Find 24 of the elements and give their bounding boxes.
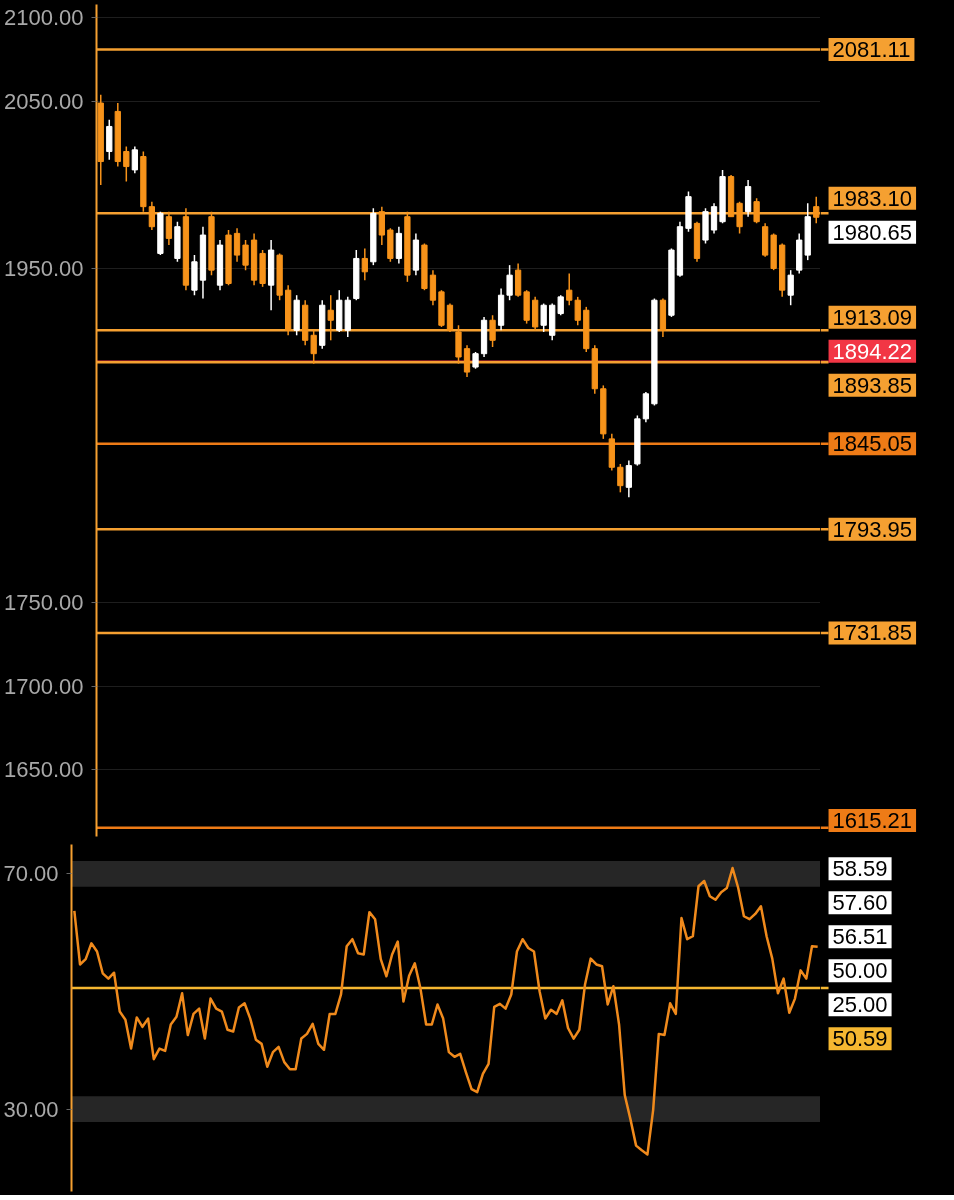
y-tick-label: 2050.00 — [3, 88, 84, 114]
y-tick-label: 1750.00 — [3, 590, 84, 616]
text: 56.51 — [832, 924, 888, 950]
y-tick-label: 1700.00 — [3, 673, 84, 699]
ref-line-label: 1893.85 — [832, 372, 913, 398]
text: 25.00 — [832, 992, 888, 1018]
ref-line-label: 50.59 — [832, 1026, 888, 1052]
y-tick-label: 1950.00 — [3, 255, 84, 281]
y-tick-label: 30.00 — [3, 1096, 59, 1122]
ref-line-label: 1615.21 — [832, 808, 913, 833]
ref-line-label: 1894.22 — [832, 338, 913, 364]
text: 57.60 — [832, 890, 888, 916]
text: 50.00 — [832, 958, 888, 984]
ref-line-label: 1793.95 — [832, 516, 913, 542]
y-tick-label: 70.00 — [3, 861, 59, 887]
text: 58.59 — [832, 856, 888, 882]
ref-line-label: 1983.10 — [832, 185, 913, 211]
ref-line-label: 1731.85 — [832, 620, 913, 646]
ref-line-label: 1913.09 — [832, 304, 913, 330]
y-tick-label: 1650.00 — [3, 757, 84, 783]
ref-line-label: 2081.11 — [832, 36, 911, 62]
text: 1980.65 — [832, 219, 913, 245]
y-tick-label: 2100.00 — [3, 5, 84, 31]
ref-line-label: 1845.05 — [832, 431, 913, 457]
